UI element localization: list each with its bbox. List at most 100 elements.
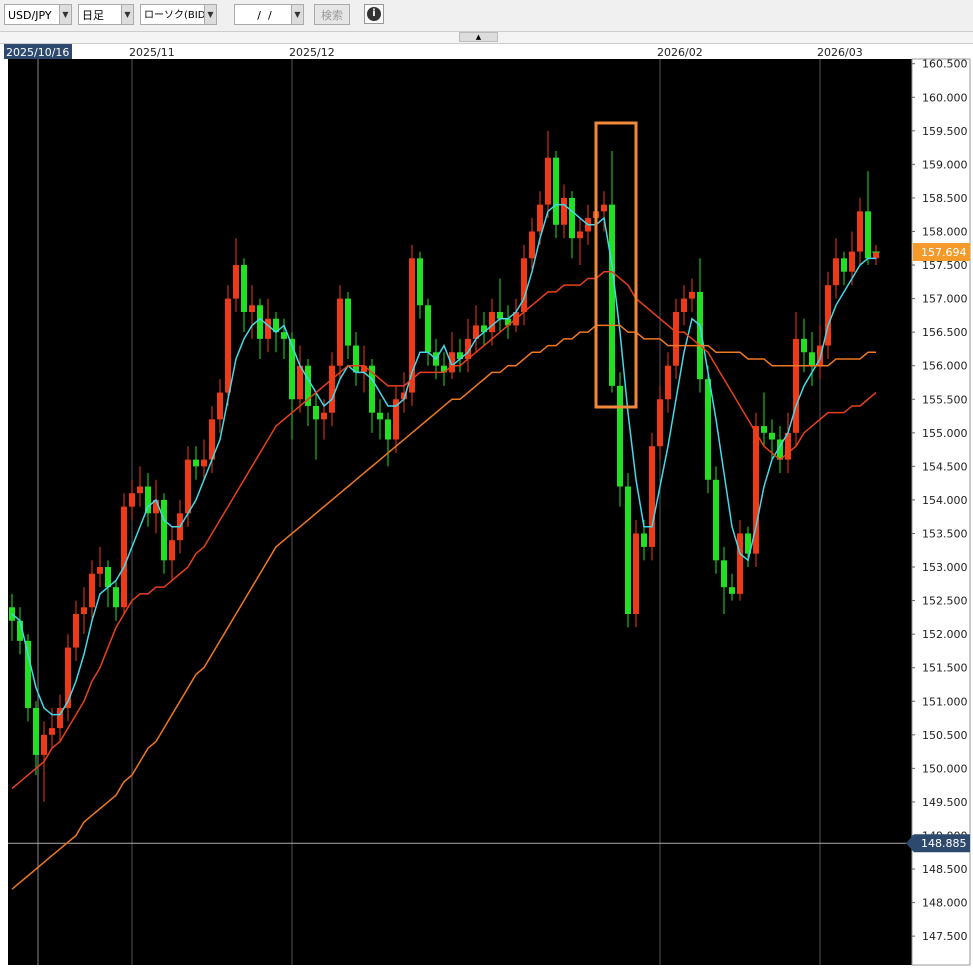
x-tick-label: 2025/12 [289,46,335,59]
candle-body [665,365,671,400]
y-tick-label: 158.500 [922,192,968,205]
candle-body [745,533,751,554]
y-tick-label: 156.000 [922,360,968,373]
candle-body [489,312,495,333]
chart: 147.500148.000148.500149.000149.500150.0… [0,44,973,973]
candle-body [705,379,711,480]
y-tick-label: 158.000 [922,225,968,238]
candle-body [833,258,839,286]
search-button[interactable]: 検索 [314,4,350,25]
candle-body [257,305,263,339]
dropdown-arrow[interactable]: ▼ [204,4,217,25]
candle-body [561,197,567,225]
collapse-bar: ▲ [0,31,973,44]
dropdown-arrow[interactable]: ▼ [121,4,134,25]
candle-body [569,197,575,239]
candle-body [553,157,559,225]
candle-body [41,734,47,755]
x-tick-label: 2026/03 [817,46,863,59]
candle-body [689,291,695,299]
candle-body [353,345,359,373]
last-price: 157.694 [921,246,967,259]
candle-body [25,640,31,708]
candle-body [809,352,815,366]
candle-body [681,298,687,313]
candle-body [505,318,511,326]
candle-body [417,258,423,306]
candle-body [473,325,479,339]
candle-body [409,258,415,393]
info-icon: i [367,7,381,21]
y-tick-label: 157.500 [922,259,968,272]
chart-type-select[interactable]: ローソク(BID) [140,4,209,25]
candle-body [785,432,791,460]
dropdown-arrow[interactable]: ▼ [291,4,304,25]
candle-body [249,305,255,313]
candle-body [617,385,623,487]
candle-body [17,620,23,641]
candle-body [753,426,759,554]
candle-body [49,728,55,735]
candle-body [529,231,535,259]
plot-area [8,59,912,965]
candle-body [361,365,367,373]
y-tick-label: 157.000 [922,293,968,306]
candle-body [305,365,311,406]
candle-body [193,459,199,467]
candle-body [641,533,647,547]
candle-body [281,332,287,339]
candle-body [169,540,175,561]
info-button[interactable]: i [364,4,384,24]
price-axis [911,58,971,966]
candle-body [73,614,79,648]
candle-body [297,365,303,400]
candle-body [873,252,879,259]
y-tick-label: 149.500 [922,796,968,809]
candle-body [369,365,375,413]
timeframe-select[interactable]: 日足 [78,4,122,25]
candle-body [545,157,551,205]
candle-body [393,399,399,440]
candle-body [241,265,247,313]
candle-body [273,318,279,333]
collapse-button[interactable]: ▲ [459,32,498,42]
candle-body [33,707,39,755]
symbol-select[interactable]: USD/JPY [4,4,60,25]
x-tick-label: 2026/02 [657,46,703,59]
x-tick-label: 2025/11 [129,46,175,59]
dropdown-arrow[interactable]: ▼ [59,4,72,25]
candle-body [457,352,463,359]
candle-body [425,305,431,353]
candle-body [649,446,655,547]
candle-body [329,365,335,413]
candle-body [817,345,823,366]
y-tick-label: 153.500 [922,527,968,540]
candle-body [401,392,407,400]
last-price-box [913,243,970,262]
y-tick-label: 151.000 [922,695,968,708]
y-tick-label: 148.000 [922,897,968,910]
candle-body [769,432,775,440]
candle-body [57,707,63,729]
crosshair-date-box [4,44,72,59]
candle-body [345,298,351,346]
candle-body [265,318,271,339]
candle-body [865,211,871,259]
candle-body [825,285,831,346]
candle-body [857,211,863,252]
candle-body [801,338,807,353]
candle-body [81,607,87,615]
y-tick-label: 150.000 [922,762,968,775]
crosshair-price: 148.885 [921,837,967,850]
candle-body [481,325,487,333]
y-tick-label: 160.000 [922,91,968,104]
candle-body [233,265,239,299]
candle-body [209,419,215,460]
y-tick-label: 152.000 [922,628,968,641]
candle-body [601,204,607,212]
candle-body [793,338,799,433]
candle-body [657,399,663,447]
date-input[interactable]: / / [234,4,292,25]
candle-body [137,486,143,494]
y-tick-label: 154.000 [922,494,968,507]
